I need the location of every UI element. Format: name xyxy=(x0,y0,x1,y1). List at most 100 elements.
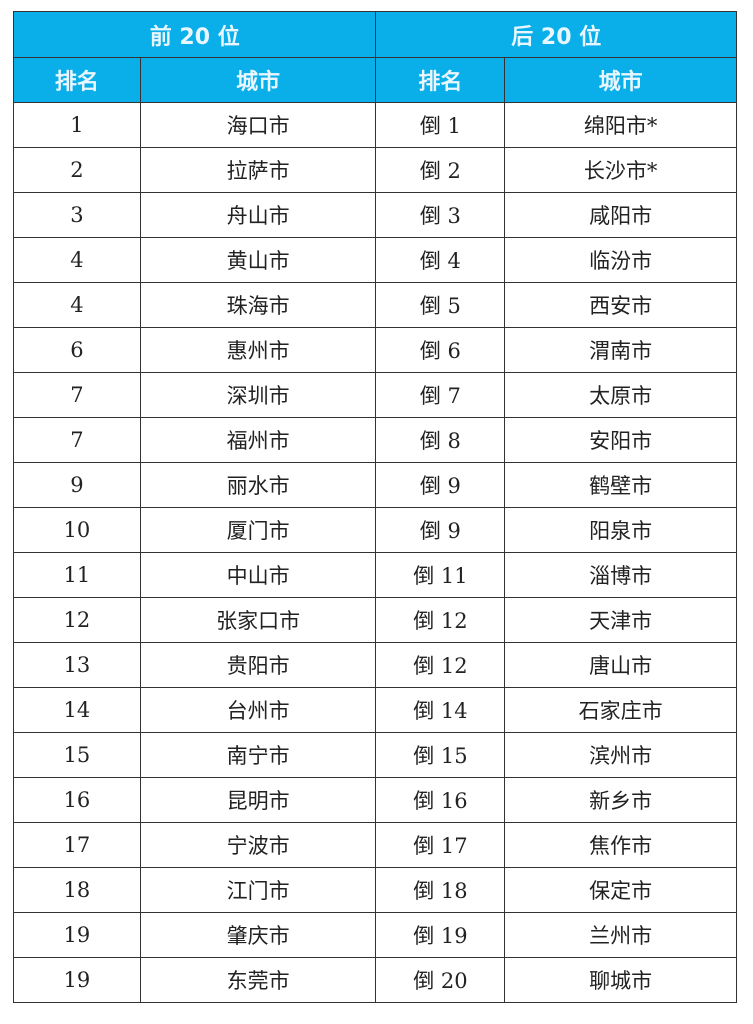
city-cell: 惠州市 xyxy=(139,327,377,373)
rank-cell: 13 xyxy=(13,642,141,688)
city-cell: 张家口市 xyxy=(139,597,377,643)
table-row: 18 江门市倒 18 保定市 xyxy=(13,867,737,913)
table-row: 11 中山市倒 11 淄博市 xyxy=(13,552,737,598)
table-row: 13 贵阳市倒 12 唐山市 xyxy=(13,642,737,688)
reverse-city-cell: 鹤壁市 xyxy=(504,462,737,508)
table-row: 14 台州市倒 14 石家庄市 xyxy=(13,687,737,733)
reverse-rank-cell: 倒 12 xyxy=(375,597,506,643)
reverse-rank-cell: 倒 14 xyxy=(375,687,506,733)
rank-cell: 6 xyxy=(13,327,141,373)
table-row: 9 丽水市倒 9 鹤壁市 xyxy=(13,462,737,508)
reverse-city-cell: 聊城市 xyxy=(504,957,737,1003)
reverse-city-cell: 咸阳市 xyxy=(504,192,737,238)
city-cell: 黄山市 xyxy=(139,237,377,283)
city-cell: 肇庆市 xyxy=(139,912,377,958)
reverse-rank-cell: 倒 19 xyxy=(375,912,506,958)
rank-cell: 4 xyxy=(13,282,141,328)
reverse-rank-cell: 倒 9 xyxy=(375,507,506,553)
city-cell: 舟山市 xyxy=(139,192,377,238)
city-cell: 深圳市 xyxy=(139,372,377,418)
reverse-rank-cell: 倒 16 xyxy=(375,777,506,823)
city-cell: 厦门市 xyxy=(139,507,377,553)
rank-cell: 14 xyxy=(13,687,141,733)
rank-cell: 1 xyxy=(13,102,141,148)
reverse-rank-cell: 倒 7 xyxy=(375,372,506,418)
rank-cell: 19 xyxy=(13,912,141,958)
reverse-city-cell: 绵阳市* xyxy=(504,102,737,148)
rank-cell: 11 xyxy=(13,552,141,598)
city-cell: 福州市 xyxy=(139,417,377,463)
reverse-city-cell: 太原市 xyxy=(504,372,737,418)
reverse-city-cell: 临汾市 xyxy=(504,237,737,283)
city-header: 城市 xyxy=(139,57,377,103)
reverse-city-cell: 安阳市 xyxy=(504,417,737,463)
city-ranking-table: 前 20 位 后 20 位 排名 城市 排名 城市 1 海口市倒 1 绵阳市* 2 拉萨… xyxy=(12,11,737,1003)
reverse-city-cell: 新乡市 xyxy=(504,777,737,823)
reverse-rank-cell: 倒 15 xyxy=(375,732,506,778)
rank-cell: 7 xyxy=(13,372,141,418)
rank-cell: 15 xyxy=(13,732,141,778)
reverse-rank-cell: 倒 8 xyxy=(375,417,506,463)
reverse-city-cell: 西安市 xyxy=(504,282,737,328)
rank-cell: 4 xyxy=(13,237,141,283)
city-cell: 台州市 xyxy=(139,687,377,733)
table-row: 17 宁波市倒 17 焦作市 xyxy=(13,822,737,868)
table-row: 4 珠海市倒 5 西安市 xyxy=(13,282,737,328)
reverse-rank-cell: 倒 2 xyxy=(375,147,506,193)
table-row: 16 昆明市倒 16 新乡市 xyxy=(13,777,737,823)
table-row: 4 黄山市倒 4 临汾市 xyxy=(13,237,737,283)
rank-cell: 17 xyxy=(13,822,141,868)
reverse-rank-cell: 倒 17 xyxy=(375,822,506,868)
rank-cell: 16 xyxy=(13,777,141,823)
rank-cell: 2 xyxy=(13,147,141,193)
rank-cell: 3 xyxy=(13,192,141,238)
top-20-header: 前 20 位 xyxy=(12,11,377,58)
city-cell: 东莞市 xyxy=(139,957,377,1003)
city-cell: 中山市 xyxy=(139,552,377,598)
table-row: 19 东莞市倒 20 聊城市 xyxy=(13,957,737,1003)
reverse-city-cell: 天津市 xyxy=(504,597,737,643)
table-row: 12 张家口市倒 12 天津市 xyxy=(13,597,737,643)
reverse-rank-cell: 倒 3 xyxy=(375,192,506,238)
reverse-rank-header: 排名 xyxy=(375,57,506,103)
rank-cell: 18 xyxy=(13,867,141,913)
reverse-city-cell: 长沙市* xyxy=(504,147,737,193)
city-cell: 贵阳市 xyxy=(139,642,377,688)
table-row: 6 惠州市倒 6 渭南市 xyxy=(13,327,737,373)
table-row: 2 拉萨市倒 2 长沙市* xyxy=(13,147,737,193)
table-row: 7 福州市倒 8 安阳市 xyxy=(13,417,737,463)
reverse-city-cell: 渭南市 xyxy=(504,327,737,373)
city-cell: 丽水市 xyxy=(139,462,377,508)
city-cell: 南宁市 xyxy=(139,732,377,778)
reverse-rank-cell: 倒 4 xyxy=(375,237,506,283)
reverse-rank-cell: 倒 1 xyxy=(375,102,506,148)
reverse-city-cell: 焦作市 xyxy=(504,822,737,868)
rank-cell: 10 xyxy=(13,507,141,553)
reverse-city-cell: 滨州市 xyxy=(504,732,737,778)
rank-cell: 7 xyxy=(13,417,141,463)
reverse-rank-cell: 倒 9 xyxy=(375,462,506,508)
table-row: 7 深圳市倒 7 太原市 xyxy=(13,372,737,418)
table-row: 10 厦门市倒 9 阳泉市 xyxy=(13,507,737,553)
city-cell: 拉萨市 xyxy=(139,147,377,193)
reverse-city-cell: 唐山市 xyxy=(504,642,737,688)
rank-cell: 9 xyxy=(13,462,141,508)
reverse-rank-cell: 倒 18 xyxy=(375,867,506,913)
reverse-rank-cell: 倒 20 xyxy=(375,957,506,1003)
reverse-rank-cell: 倒 6 xyxy=(375,327,506,373)
city-cell: 海口市 xyxy=(139,102,377,148)
city-cell: 昆明市 xyxy=(139,777,377,823)
reverse-city-cell: 淄博市 xyxy=(504,552,737,598)
bottom-20-header: 后 20 位 xyxy=(375,11,737,58)
table-row: 3 舟山市倒 3 咸阳市 xyxy=(13,192,737,238)
reverse-city-cell: 阳泉市 xyxy=(504,507,737,553)
table-row: 15 南宁市倒 15 滨州市 xyxy=(13,732,737,778)
rank-cell: 12 xyxy=(13,597,141,643)
table-row: 1 海口市倒 1 绵阳市* xyxy=(13,102,737,148)
reverse-rank-cell: 倒 12 xyxy=(375,642,506,688)
reverse-city-cell: 保定市 xyxy=(504,867,737,913)
reverse-city-cell: 兰州市 xyxy=(504,912,737,958)
city-cell: 珠海市 xyxy=(139,282,377,328)
reverse-city-cell: 石家庄市 xyxy=(504,687,737,733)
rank-header: 排名 xyxy=(13,57,141,103)
